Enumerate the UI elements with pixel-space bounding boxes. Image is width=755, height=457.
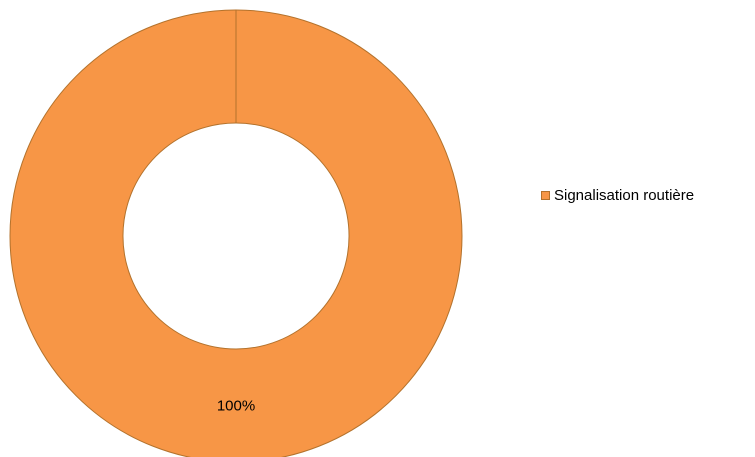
legend: Signalisation routière xyxy=(541,187,694,204)
legend-label-signalisation: Signalisation routière xyxy=(554,187,695,204)
data-label-0: 100% xyxy=(217,398,255,415)
legend-swatch-signalisation xyxy=(541,191,550,200)
slices-group xyxy=(9,9,463,457)
data-labels-group: 100% xyxy=(217,398,255,415)
donut-slice-0 xyxy=(9,9,463,457)
